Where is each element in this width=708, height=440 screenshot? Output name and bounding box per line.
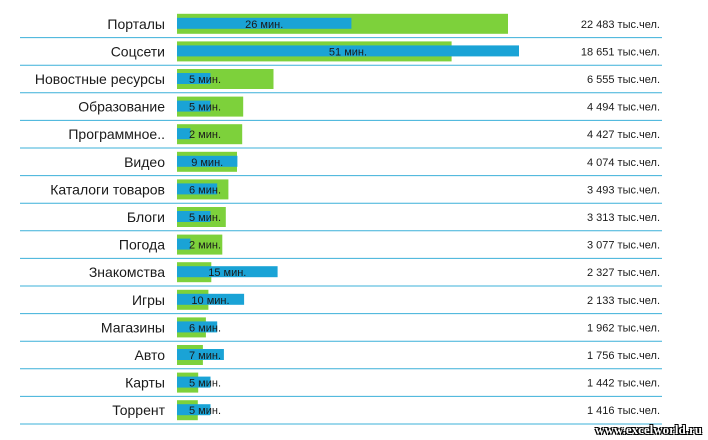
minutes-bar (177, 183, 218, 195)
minutes-bar (177, 376, 211, 388)
audience-bar (177, 124, 243, 145)
category-label: Знакомства (89, 264, 165, 280)
audience-value-label: 22 483 тыс.чел. (581, 19, 660, 31)
minutes-bar (177, 211, 211, 222)
category-label: Магазины (101, 319, 165, 335)
category-label: Порталы (107, 16, 165, 32)
category-label: Торрент (112, 402, 165, 418)
minutes-bar (177, 73, 211, 84)
minutes-label: 6 мин. (189, 184, 221, 196)
category-label: Новостные ресурсы (35, 71, 165, 87)
audience-value-label: 1 416 тыс.чел. (587, 405, 660, 417)
minutes-bar (177, 45, 519, 57)
minutes-bar (177, 349, 224, 360)
audience-value-label: 2 327 тыс.чел. (587, 267, 660, 279)
category-label: Программное.. (68, 126, 165, 142)
category-label: Блоги (127, 209, 165, 225)
audience-value-label: 4 494 тыс.чел. (587, 102, 660, 114)
minutes-bar (177, 155, 238, 167)
audience-value-label: 4 074 тыс.чел. (587, 157, 660, 169)
category-label: Образование (78, 99, 165, 115)
category-label: Погода (119, 237, 165, 253)
watermark: www.excelworld.ru (595, 422, 702, 437)
audience-value-label: 1 962 тыс.чел. (587, 322, 660, 334)
minutes-bar (177, 100, 211, 112)
minutes-label: 15 мин. (208, 267, 246, 279)
minutes-bar (177, 321, 218, 333)
audience-value-label: 3 077 тыс.чел. (587, 240, 660, 252)
minutes-label: 2 мин. (189, 240, 221, 252)
minutes-bar (177, 238, 191, 250)
audience-value-label: 4 427 тыс.чел. (587, 129, 660, 141)
minutes-bar (177, 293, 245, 305)
minutes-label: 7 мин. (189, 350, 221, 362)
minutes-label: 5 мин. (189, 74, 221, 86)
audience-value-label: 2 133 тыс.чел. (587, 295, 660, 307)
minutes-bar (177, 404, 211, 416)
audience-value-label: 3 313 тыс.чел. (587, 212, 660, 224)
minutes-label: 9 мин. (191, 157, 223, 169)
minutes-label: 5 мин. (189, 212, 221, 224)
audience-value-label: 1 442 тыс.чел. (587, 378, 660, 390)
minutes-label: 26 мин. (245, 19, 283, 31)
audience-value-label: 3 493 тыс.чел. (587, 184, 660, 196)
category-label: Соцсети (111, 43, 165, 59)
minutes-bar (177, 17, 352, 29)
minutes-label: 5 мин. (189, 405, 221, 417)
category-label: Игры (132, 292, 165, 308)
minutes-label: 5 мин. (189, 102, 221, 114)
minutes-label: 2 мин. (189, 129, 221, 141)
minutes-label: 51 мин. (329, 46, 367, 58)
audience-value-label: 1 756 тыс.чел. (587, 350, 660, 362)
category-label: Каталоги товаров (50, 181, 165, 197)
category-label: Карты (125, 375, 165, 391)
audience-value-label: 18 651 тыс.чел. (581, 46, 660, 58)
minutes-label: 5 мин. (189, 378, 221, 390)
minutes-label: 10 мин. (191, 295, 229, 307)
category-label: Видео (124, 154, 165, 170)
minutes-label: 6 мин. (189, 322, 221, 334)
audience-value-label: 6 555 тыс.чел. (587, 74, 660, 86)
minutes-bar (177, 266, 278, 278)
category-label: Авто (134, 347, 165, 363)
minutes-bar (177, 128, 191, 140)
